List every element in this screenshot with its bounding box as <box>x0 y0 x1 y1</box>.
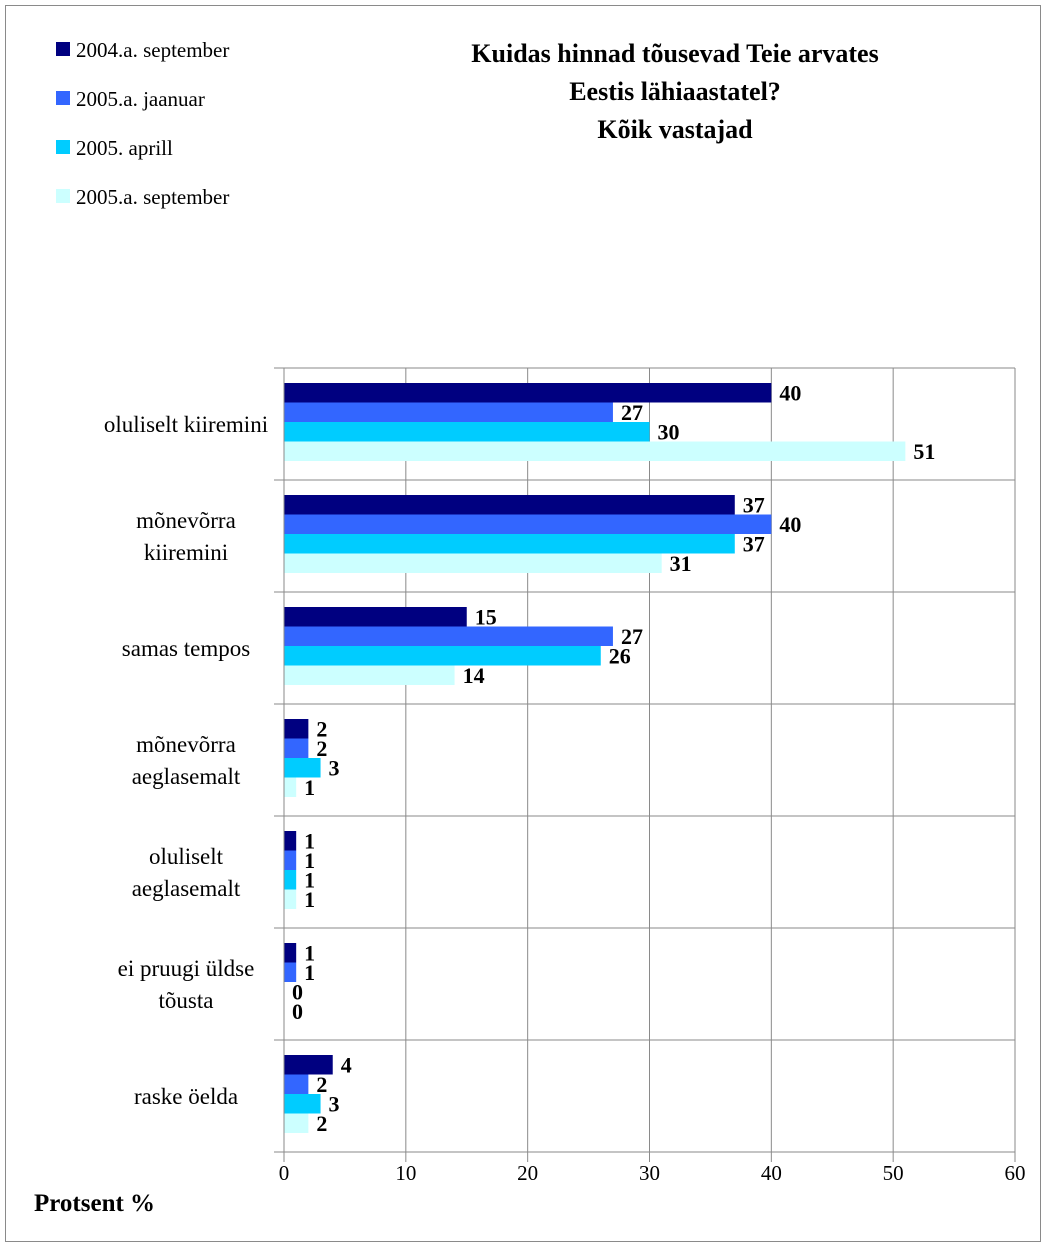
bar <box>284 495 735 515</box>
bar <box>284 943 297 963</box>
bar-value-label: 2 <box>316 1111 327 1136</box>
bar-value-label: 3 <box>329 1092 340 1117</box>
category-label: mõnevõrra <box>136 508 236 533</box>
legend-swatch-series-3 <box>56 140 70 154</box>
bar <box>284 1094 321 1114</box>
x-tick-label: 0 <box>279 1161 290 1185</box>
bar <box>284 402 613 422</box>
bar-value-label: 1 <box>304 960 315 985</box>
bar-value-label: 37 <box>743 532 765 557</box>
x-tick-label: 50 <box>883 1161 904 1185</box>
bar-value-label: 2 <box>316 736 327 761</box>
bar <box>284 962 297 982</box>
chart-title-line-2: Eestis lähiaastatel? <box>569 77 781 106</box>
category-label: oluliselt <box>149 844 224 869</box>
bar <box>284 665 455 685</box>
bar <box>284 553 662 573</box>
bar-value-label: 2 <box>316 717 327 742</box>
category-label: kiiremini <box>144 540 228 565</box>
bar <box>284 607 467 627</box>
x-tick-label: 10 <box>395 1161 416 1185</box>
category-label: ei pruugi üldse <box>118 956 255 981</box>
bar <box>284 422 650 442</box>
bar-value-label: 1 <box>304 941 315 966</box>
x-tick-label: 60 <box>1005 1161 1026 1185</box>
bar <box>284 870 297 890</box>
bar-value-label: 27 <box>621 400 643 425</box>
bar-value-label: 1 <box>304 887 315 912</box>
bar-value-label: 2 <box>316 1072 327 1097</box>
legend-swatch-series-1 <box>56 42 70 56</box>
category-label: samas tempos <box>122 636 250 661</box>
legend-label-series-3: 2005. aprill <box>76 136 173 160</box>
legend-label-series-1: 2004.a. september <box>76 38 230 62</box>
x-tick-label: 20 <box>517 1161 538 1185</box>
bar <box>284 831 297 851</box>
bar <box>284 719 309 739</box>
bar-value-label: 40 <box>779 381 801 406</box>
bar <box>284 383 772 403</box>
bar <box>284 441 906 461</box>
legend-swatch-series-2 <box>56 91 70 105</box>
bar <box>284 1113 309 1133</box>
bar <box>284 889 297 909</box>
chart-frame <box>5 5 1041 1242</box>
bar <box>284 1055 333 1075</box>
x-axis-title: Protsent % <box>34 1190 156 1217</box>
category-label: aeglasemalt <box>132 764 241 789</box>
chart-title-line-1: Kuidas hinnad tõusevad Teie arvates <box>471 39 879 68</box>
category-label: aeglasemalt <box>132 876 241 901</box>
chart-title-line-3: Kõik vastajad <box>597 115 753 144</box>
bar <box>284 777 297 797</box>
x-tick-label: 30 <box>639 1161 660 1185</box>
bar-value-label: 4 <box>341 1053 352 1078</box>
bar-value-label: 37 <box>743 493 765 518</box>
category-label: raske öelda <box>134 1084 238 1109</box>
bar-value-label: 30 <box>658 420 680 445</box>
bar-value-label: 1 <box>304 868 315 893</box>
bar <box>284 514 772 534</box>
bar-value-label: 3 <box>329 756 340 781</box>
bar <box>284 850 297 870</box>
category-label: tõusta <box>159 988 214 1013</box>
bar-value-label: 1 <box>304 775 315 800</box>
bar <box>284 1074 309 1094</box>
bar <box>284 534 735 554</box>
bar-value-label: 40 <box>779 512 801 537</box>
category-label: mõnevõrra <box>136 732 236 757</box>
x-tick-label: 40 <box>761 1161 782 1185</box>
bar-value-label: 27 <box>621 624 643 649</box>
bar <box>284 626 613 646</box>
bar <box>284 738 309 758</box>
bar-value-label: 1 <box>304 829 315 854</box>
bar-value-label: 0 <box>292 980 303 1005</box>
legend-swatch-series-4 <box>56 189 70 203</box>
category-label: oluliselt kiiremini <box>104 412 268 437</box>
bar-value-label: 1 <box>304 848 315 873</box>
legend-label-series-4: 2005.a. september <box>76 185 230 209</box>
bar <box>284 758 321 778</box>
bar-value-label: 0 <box>292 999 303 1024</box>
bar-value-label: 31 <box>670 551 692 576</box>
bar <box>284 646 601 666</box>
bar-value-label: 51 <box>913 439 935 464</box>
legend-label-series-2: 2005.a. jaanuar <box>76 87 205 111</box>
chart-title: Kuidas hinnad tõusevad Teie arvates Eest… <box>400 35 950 149</box>
bar-value-label: 14 <box>463 663 485 688</box>
bar-value-label: 15 <box>475 605 497 630</box>
bar-value-label: 26 <box>609 644 631 669</box>
